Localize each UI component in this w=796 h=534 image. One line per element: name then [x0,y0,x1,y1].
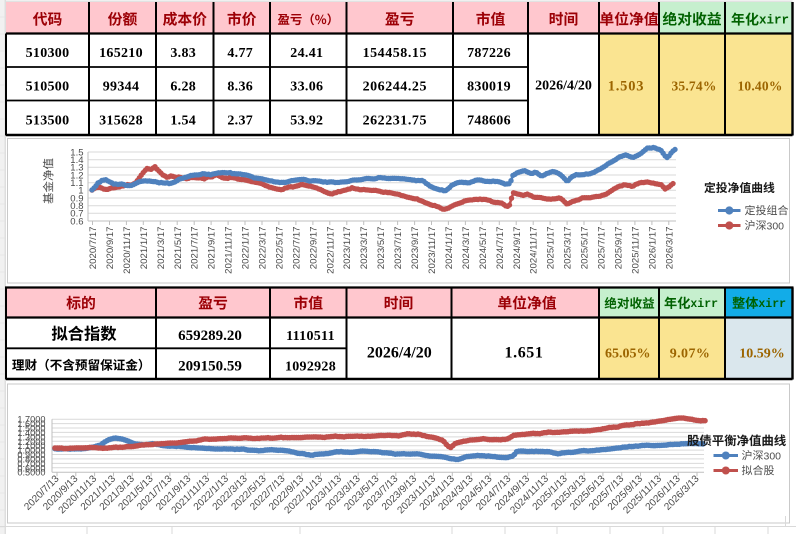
svg-text:2023/11/17: 2023/11/17 [427,227,438,274]
svg-text:2024/3/17: 2024/3/17 [461,227,472,270]
svg-text:2023/5/17: 2023/5/17 [376,227,387,270]
svg-text:154458.15: 154458.15 [363,46,427,61]
svg-text:2024/9/17: 2024/9/17 [512,227,523,270]
svg-text:0.8: 0.8 [70,201,83,212]
svg-text:xirr: xirr [690,298,718,311]
svg-text:0.9000: 0.9000 [17,450,45,460]
svg-text:262231.75: 262231.75 [363,113,427,128]
svg-text:2021/7/17: 2021/7/17 [190,227,201,270]
svg-text:2026/1/17: 2026/1/17 [647,227,658,270]
svg-text:0.8000: 0.8000 [17,454,45,464]
svg-text:787226: 787226 [467,46,511,61]
svg-text:1.3: 1.3 [70,163,83,174]
svg-text:1.2: 1.2 [70,170,83,181]
svg-text:2022/5/17: 2022/5/17 [274,227,285,270]
svg-text:9.07%: 9.07% [670,347,711,362]
svg-text:65.05%: 65.05% [605,347,651,362]
svg-text:2025/5/17: 2025/5/17 [580,227,591,270]
svg-text:1092928: 1092928 [285,360,336,375]
svg-text:24.41: 24.41 [290,46,323,61]
svg-text:1.2000: 1.2000 [17,437,45,447]
svg-text:35.74%: 35.74% [671,78,716,93]
svg-text:2021/5/17: 2021/5/17 [173,227,184,270]
svg-text:513500: 513500 [26,113,70,128]
svg-text:2.37: 2.37 [227,113,253,128]
svg-text:510500: 510500 [26,79,70,94]
svg-text:2021/1/17: 2021/1/17 [139,227,150,270]
svg-text:10.40%: 10.40% [737,78,782,93]
svg-text:2020/11/17: 2020/11/17 [122,227,133,274]
svg-text:1.503: 1.503 [608,78,645,94]
svg-text:2022/3/17: 2022/3/17 [258,227,269,270]
svg-text:1.0000: 1.0000 [17,446,45,456]
svg-text:2020/9/17: 2020/9/17 [105,227,116,270]
svg-text:2023/1/17: 2023/1/17 [342,227,353,270]
svg-text:2022/9/17: 2022/9/17 [308,227,319,270]
svg-text:2025/1/17: 2025/1/17 [546,227,557,270]
svg-text:xirr: xirr [759,13,789,27]
svg-text:300: 300 [767,220,785,232]
svg-text:1.4: 1.4 [70,155,83,166]
svg-text:2025/11/17: 2025/11/17 [630,227,641,274]
svg-text:0.7000: 0.7000 [17,459,45,469]
svg-text:315628: 315628 [99,113,143,128]
svg-text:3.83: 3.83 [170,46,196,61]
svg-text:2021/3/17: 2021/3/17 [156,227,167,270]
svg-text:2025/9/17: 2025/9/17 [613,227,624,270]
svg-text:10.59%: 10.59% [739,347,785,362]
svg-text:0.6: 0.6 [70,216,83,227]
svg-text:4.77: 4.77 [227,46,253,61]
svg-text:1.1: 1.1 [70,178,83,189]
svg-text:2024/1/17: 2024/1/17 [444,227,455,270]
svg-text:1.3000: 1.3000 [17,432,45,442]
svg-text:2023/3/17: 2023/3/17 [359,227,370,270]
svg-text:2026/4/20: 2026/4/20 [367,345,432,362]
svg-text:1.1000: 1.1000 [17,441,45,451]
svg-text:2024/5/17: 2024/5/17 [478,227,489,270]
svg-text:1110511: 1110511 [286,329,335,344]
svg-text:2024/11/17: 2024/11/17 [529,227,540,274]
svg-text:1.4000: 1.4000 [17,428,45,438]
svg-text:2022/1/17: 2022/1/17 [241,227,252,270]
svg-text:2026/3/17: 2026/3/17 [664,227,675,270]
svg-text:830019: 830019 [467,79,511,94]
svg-text:2025/7/17: 2025/7/17 [597,227,608,270]
svg-text:659289.20: 659289.20 [178,328,242,344]
svg-text:1.7000: 1.7000 [17,415,45,425]
svg-text:748606: 748606 [467,113,511,128]
svg-text:xirr: xirr [758,298,786,311]
svg-text:1.54: 1.54 [170,113,196,128]
svg-text:8.36: 8.36 [227,79,253,94]
svg-text:2021/9/17: 2021/9/17 [207,227,218,270]
svg-text:0.7: 0.7 [70,209,83,220]
svg-text:1.6000: 1.6000 [17,419,45,429]
svg-text:2026/4/20: 2026/4/20 [535,79,592,94]
svg-text:2023/9/17: 2023/9/17 [410,227,421,270]
svg-text:209150.59: 209150.59 [178,359,242,375]
svg-text:2022/7/17: 2022/7/17 [291,227,302,270]
svg-text:2021/11/17: 2021/11/17 [224,227,235,274]
svg-text:300: 300 [764,450,782,462]
svg-text:510300: 510300 [26,46,70,61]
svg-text:0.5000: 0.5000 [17,468,45,478]
svg-text:2024/7/17: 2024/7/17 [495,227,506,270]
svg-text:6.28: 6.28 [170,79,196,94]
svg-text:165210: 165210 [99,46,143,61]
svg-text:0.6000: 0.6000 [17,463,45,473]
svg-text:0.9: 0.9 [70,193,83,204]
svg-text:1.5: 1.5 [70,147,83,158]
svg-text:2020/7/17: 2020/7/17 [88,227,99,270]
svg-text:1.651: 1.651 [505,345,544,362]
svg-text:99344: 99344 [103,79,140,94]
svg-text:1: 1 [78,186,83,197]
svg-text:2023/7/17: 2023/7/17 [393,227,404,270]
svg-text:53.92: 53.92 [290,113,323,128]
svg-text:33.06: 33.06 [290,79,323,94]
svg-text:1.5000: 1.5000 [17,424,45,434]
svg-text:2022/11/17: 2022/11/17 [325,227,336,274]
svg-text:2025/3/17: 2025/3/17 [563,227,574,270]
svg-text:206244.25: 206244.25 [363,79,427,94]
